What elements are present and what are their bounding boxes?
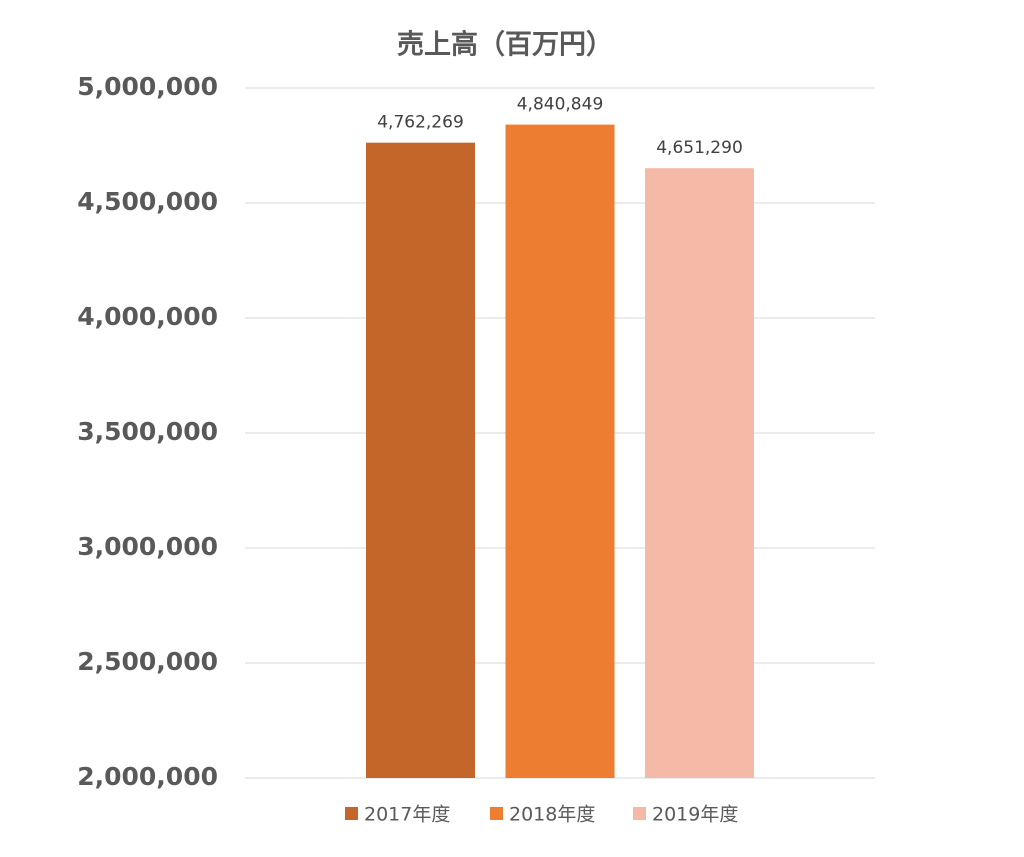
chart-title: 売上高（百万円） <box>397 29 613 61</box>
y-tick-label: 4,500,000 <box>77 187 218 216</box>
bar <box>505 124 615 778</box>
y-tick-label: 3,000,000 <box>77 532 218 561</box>
legend-swatch <box>633 807 646 820</box>
bar <box>645 168 754 778</box>
legend-label: 2018年度 <box>509 804 595 826</box>
legend-label: 2019年度 <box>652 804 738 826</box>
legend-swatch <box>345 807 358 820</box>
y-tick-label: 5,000,000 <box>77 72 218 101</box>
data-label: 4,840,849 <box>517 95 604 115</box>
legend-swatch <box>490 807 503 820</box>
legend-label: 2017年度 <box>364 804 450 826</box>
y-tick-label: 3,500,000 <box>77 417 218 446</box>
y-tick-label: 2,500,000 <box>77 647 218 676</box>
y-tick-label: 4,000,000 <box>77 302 218 331</box>
y-tick-label: 2,000,000 <box>77 762 218 791</box>
data-label: 4,651,290 <box>656 138 743 158</box>
data-label: 4,762,269 <box>377 113 464 133</box>
bar <box>366 142 475 779</box>
